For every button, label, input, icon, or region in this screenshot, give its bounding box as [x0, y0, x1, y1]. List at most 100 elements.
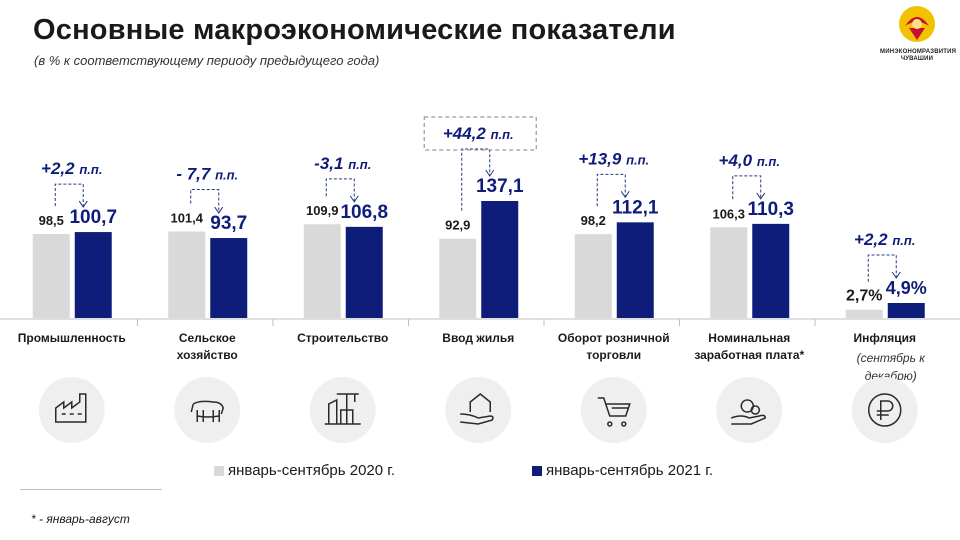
data-label-2021: 110,3 [748, 199, 795, 220]
factory-shape [55, 393, 87, 423]
change-label: - 7,7 п.п. [176, 164, 238, 183]
change-bracket [732, 175, 762, 200]
change-label: -3,1 п.п. [314, 154, 371, 173]
cow-icon [174, 377, 241, 443]
change-unit: п.п. [757, 154, 780, 169]
change-value: +2,2 [41, 159, 79, 178]
legend-item-2020: январь-сентябрь 2020 г. [214, 462, 395, 479]
change-label: +44,2 п.п. [443, 124, 514, 143]
icon-background [580, 377, 647, 443]
house-in-hand-icon [445, 377, 512, 443]
change-bracket [867, 254, 897, 282]
bar-2021 [345, 226, 383, 318]
category-note: (сентябрь к [857, 351, 927, 365]
bar-2020 [574, 234, 612, 318]
crane-shape [324, 393, 361, 425]
data-label-2020: 109,9 [306, 203, 339, 218]
change-label: +4,0 п.п. [719, 151, 780, 170]
bar-2020 [845, 309, 883, 318]
change-label: +2,2 п.п. [854, 230, 915, 249]
bar-2021 [74, 232, 112, 318]
bar-2021 [210, 238, 248, 318]
highlight-box [423, 116, 537, 151]
coins-hand-shape [730, 399, 767, 425]
data-label-2020: 98,5 [39, 213, 64, 228]
footnote: * - январь-август [31, 512, 130, 526]
change-label: +13,9 п.п. [578, 149, 649, 168]
change-unit: п.п. [892, 233, 915, 248]
change-value: -3,1 [314, 154, 348, 173]
data-label-2021: 137,1 [476, 176, 524, 197]
data-label-2021: 106,8 [340, 202, 388, 223]
change-value: +44,2 [443, 124, 491, 143]
change-unit: п.п. [348, 157, 371, 172]
change-arrowhead [485, 169, 495, 177]
bar-2020 [439, 238, 477, 318]
coat-of-arms-icon [899, 6, 935, 42]
category-label: Оборот розничной [558, 331, 670, 345]
page-subtitle: (в % к соответствующему периоду предыдущ… [34, 53, 380, 68]
change-unit: п.п. [215, 167, 238, 182]
legend-swatch-2021 [532, 465, 542, 476]
data-label-2021: 100,7 [69, 207, 117, 228]
change-arrowhead [891, 271, 901, 279]
category-label: Строительство [297, 331, 388, 345]
icon-background [716, 377, 783, 443]
change-arrowhead [349, 195, 359, 203]
bar-2021 [752, 223, 790, 318]
category-label: хозяйство [177, 348, 238, 362]
bar-2020 [710, 227, 748, 318]
bar-2020 [303, 224, 341, 318]
category-label: торговли [586, 348, 641, 362]
data-label-2020: 101,4 [170, 210, 203, 225]
change-arrowhead [78, 200, 88, 208]
category-label: заработная плата* [694, 348, 804, 362]
change-unit: п.п. [79, 162, 102, 177]
category-label: Инфляция [854, 331, 916, 345]
change-value: +4,0 [719, 151, 757, 170]
factory-icon [38, 377, 105, 443]
icon-background [851, 377, 918, 443]
logo-line-1: МИНЭКОНОМРАЗВИТИЯ [880, 49, 957, 55]
change-bracket [325, 178, 355, 201]
data-label-2021: 4,9% [886, 278, 927, 298]
house-hand-shape [460, 393, 494, 425]
data-label-2021: 93,7 [210, 213, 247, 234]
bar-2021 [887, 303, 925, 318]
change-arrowhead [620, 191, 630, 199]
change-value: - 7,7 [176, 164, 215, 183]
ruble-icon [851, 377, 918, 443]
change-bracket [596, 173, 626, 207]
shopping-cart-icon [580, 377, 647, 443]
change-unit: п.п. [626, 152, 649, 167]
bar-2020 [168, 231, 206, 318]
bar-2020 [32, 233, 70, 318]
change-bracket [54, 183, 84, 207]
icon-background [174, 377, 241, 443]
category-label: Сельское [179, 331, 236, 345]
coins-in-hand-icon [716, 377, 783, 443]
change-label: +2,2 п.п. [41, 159, 102, 178]
change-bracket [190, 188, 220, 213]
data-label-2020: 92,9 [445, 218, 470, 233]
legend-swatch-2020 [214, 465, 224, 476]
category-label: Ввод жилья [442, 331, 514, 345]
legend-label-2021: январь-сентябрь 2021 г. [546, 462, 714, 479]
data-label-2020: 98,2 [581, 213, 606, 228]
change-unit: п.п. [491, 127, 514, 142]
change-bracket [461, 148, 491, 211]
cow-shape [190, 400, 225, 422]
bar-2021 [481, 201, 519, 318]
footnote-divider [20, 489, 162, 490]
category-label: Номинальная [708, 331, 790, 345]
data-label-2020: 2,7% [846, 288, 882, 305]
page-title: Основные макроэкономические показатели [33, 14, 676, 46]
change-arrowhead [756, 192, 766, 200]
ruble-shape [876, 400, 894, 420]
construction-crane-icon [309, 377, 376, 443]
change-value: +13,9 [578, 149, 626, 168]
icon-background [38, 377, 105, 443]
change-arrowhead [214, 206, 224, 214]
data-label-2021: 112,1 [612, 197, 659, 218]
